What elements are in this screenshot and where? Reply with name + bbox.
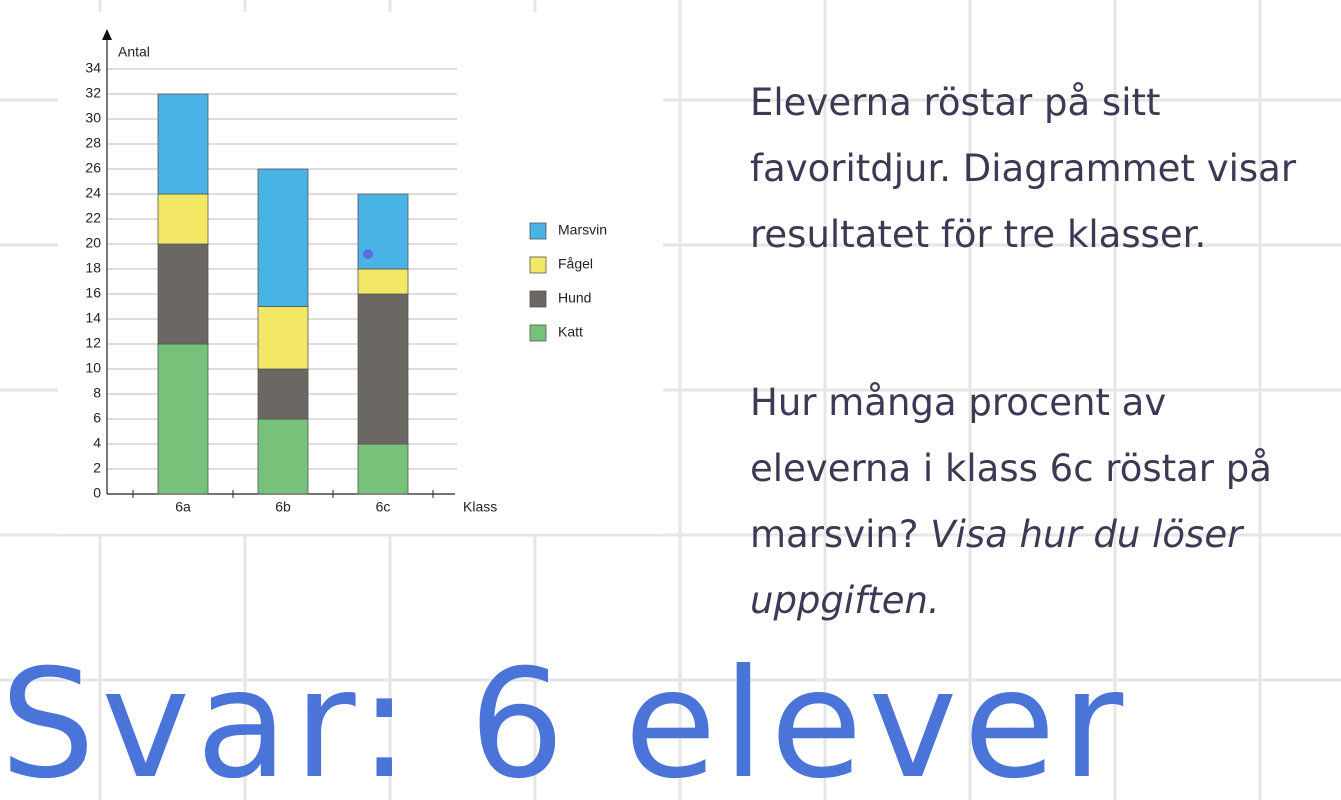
y-tick-label: 32 [85, 85, 101, 101]
y-tick-label: 0 [93, 485, 101, 501]
bar-segment [257, 418, 309, 495]
pen-dot [363, 249, 373, 259]
question-text: Hur många procent av eleverna i klass 6c… [750, 370, 1310, 634]
legend-label: Fågel [558, 256, 593, 272]
y-tick-label: 30 [85, 110, 101, 126]
legend-swatch [529, 290, 547, 308]
bar-segment [157, 93, 209, 195]
legend-label: Hund [558, 290, 591, 306]
chart: 0246810121416182022242628303234AntalKlas… [85, 29, 607, 515]
bar-segment [257, 168, 309, 307]
y-tick-label: 4 [93, 435, 101, 451]
x-tick-label: 6b [275, 499, 291, 515]
x-tick-label: 6c [376, 499, 391, 515]
x-axis-label: Klass [463, 499, 497, 515]
legend-swatch [529, 324, 547, 342]
legend-swatch [529, 256, 547, 274]
bar-segment [257, 306, 309, 370]
bar-segment [357, 293, 409, 445]
y-tick-label: 16 [85, 285, 101, 301]
bar-segment [157, 243, 209, 345]
y-tick-label: 12 [85, 335, 101, 351]
bar-segment [157, 193, 209, 245]
bar-segment [357, 443, 409, 495]
bar-segment [157, 343, 209, 495]
handwriting: Svar: 6 elever [0, 638, 1129, 800]
y-tick-label: 2 [93, 460, 101, 476]
y-tick-label: 26 [85, 160, 101, 176]
legend-label: Katt [558, 324, 583, 340]
y-tick-label: 8 [93, 385, 101, 401]
y-tick-label: 28 [85, 135, 101, 151]
y-tick-label: 14 [85, 310, 101, 326]
question-text: Hur många procent av eleverna i klass 6c… [750, 381, 1272, 556]
question-italic: Visa hur du löser uppgiften. [750, 513, 1243, 622]
bar-segment [257, 368, 309, 420]
bar-segment [357, 268, 409, 295]
y-axis-arrow [102, 29, 112, 40]
y-tick-label: 24 [85, 185, 101, 201]
y-tick-label: 20 [85, 235, 101, 251]
question-text: Eleverna röstar på sitt favoritdjur. Dia… [750, 81, 1297, 256]
y-tick-label: 22 [85, 210, 101, 226]
y-axis-label: Antal [118, 44, 150, 60]
y-tick-label: 10 [85, 360, 101, 376]
y-tick-label: 6 [93, 410, 101, 426]
x-tick-label: 6a [175, 499, 191, 515]
y-tick-label: 18 [85, 260, 101, 276]
legend-label: Marsvin [558, 222, 607, 238]
legend-swatch [529, 222, 547, 240]
y-tick-label: 34 [85, 60, 101, 76]
